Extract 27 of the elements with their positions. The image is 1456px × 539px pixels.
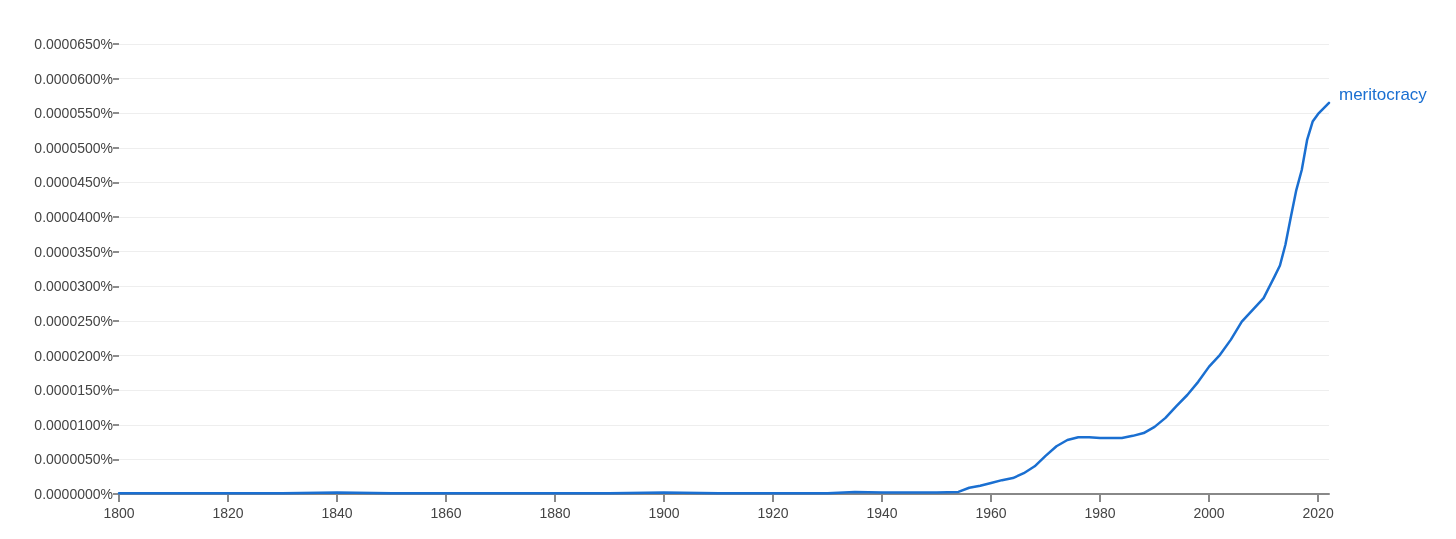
- x-tick-label: 2020: [1302, 505, 1334, 521]
- x-tick-label: 1840: [321, 505, 353, 521]
- y-tick-label: 0.0000100%: [34, 416, 113, 433]
- y-tick-label: 0.0000600%: [34, 70, 113, 87]
- y-tick-label: 0.0000000%: [34, 486, 113, 502]
- y-tick-label: 0.0000200%: [34, 347, 113, 364]
- y-tick-label: 0.0000400%: [34, 209, 113, 226]
- x-tick-label: 1940: [866, 505, 898, 521]
- series-label: meritocracy: [1339, 85, 1428, 105]
- x-tick-label: 2000: [1193, 505, 1225, 521]
- y-tick-label: 0.0000350%: [34, 243, 113, 260]
- x-tick-label: 1980: [1084, 505, 1116, 521]
- x-tick-label: 1900: [648, 505, 680, 521]
- x-tick-label: 1820: [212, 505, 244, 521]
- y-tick-label: 0.0000650%: [34, 36, 113, 52]
- y-tick-label: 0.0000500%: [34, 139, 113, 156]
- x-tick-label: 1800: [103, 505, 135, 521]
- y-tick-label: 0.0000150%: [34, 382, 113, 399]
- y-tick-label: 0.0000300%: [34, 278, 113, 295]
- x-tick-label: 1960: [975, 505, 1007, 521]
- x-tick-label: 1920: [757, 505, 789, 521]
- y-tick-label: 0.0000250%: [34, 312, 113, 329]
- y-tick-label: 0.0000050%: [34, 451, 113, 468]
- x-tick-label: 1860: [430, 505, 462, 521]
- y-tick-label: 0.0000450%: [34, 174, 113, 191]
- y-tick-label: 0.0000550%: [34, 105, 113, 122]
- x-tick-label: 1880: [539, 505, 571, 521]
